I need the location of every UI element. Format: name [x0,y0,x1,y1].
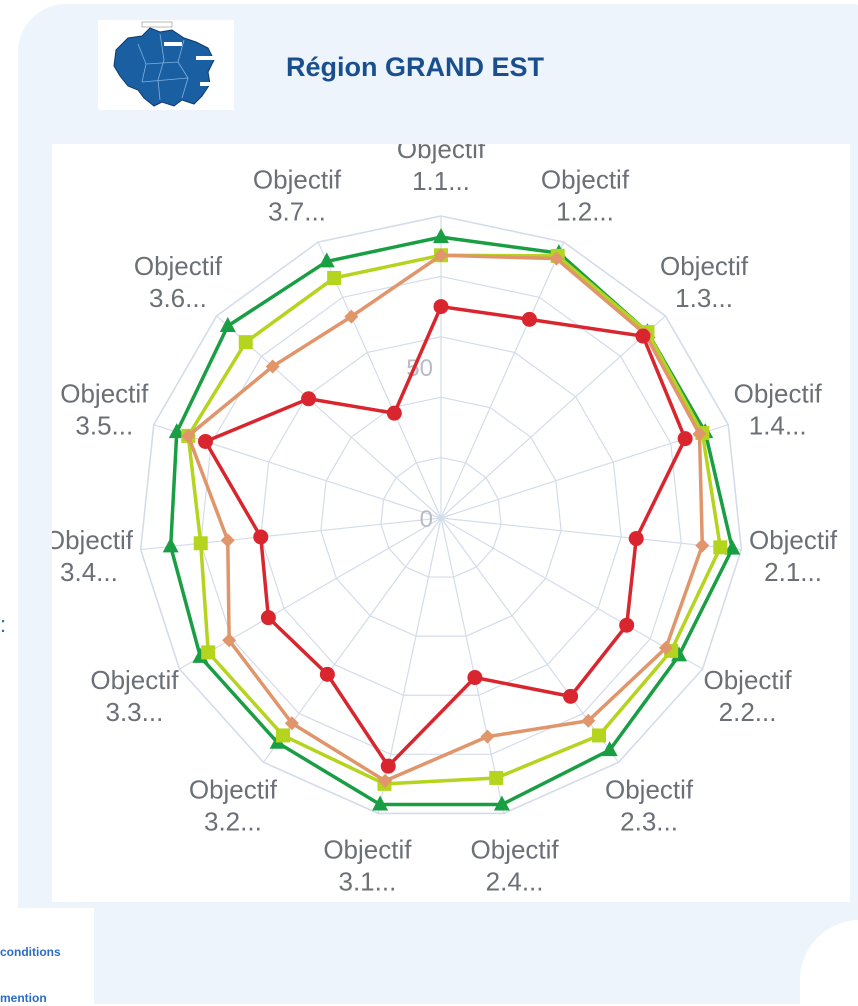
data-point [162,537,179,553]
category-label: Objectif 3.6... [134,251,223,313]
series-line [186,253,705,783]
data-point [713,540,728,555]
grid-spoke [440,517,742,551]
data-point [433,228,449,244]
data-point [222,633,237,648]
data-point [581,713,596,728]
edge-fragment: : [0,612,7,637]
data-point [168,423,185,439]
category-label: Objectif 3.4... [52,525,134,587]
data-point [197,433,213,449]
category-label: Objectif 3.7... [253,165,342,227]
data-point [344,309,359,324]
grid-spoke [440,315,666,519]
category-label: Objectif 1.2... [541,165,630,227]
grid-spoke [440,241,565,519]
data-point [549,251,564,266]
category-label: Objectif 2.1... [749,525,838,587]
grid-ring [380,456,502,578]
category-label: Objectif 2.2... [703,665,792,727]
data-point [380,758,396,774]
grid-spoke [317,241,442,519]
data-point [276,728,291,743]
data-point [219,317,236,333]
grid-ring [320,396,562,637]
data-point [563,688,579,704]
category-label: Objectif 1.4... [734,379,823,441]
grid-ring [200,275,682,755]
data-point [628,531,644,547]
data-point [301,391,317,407]
category-label: Objectif 3.5... [60,379,149,441]
data-point [489,770,504,785]
grid-ring [139,215,743,815]
category-label: Objectif 3.3... [90,665,179,727]
category-label: Objectif 3.1... [323,834,412,896]
data-point [658,640,673,655]
grid-spoke [216,315,442,519]
data-point [318,252,335,268]
mention-link[interactable]: mention [0,991,47,1005]
data-point [265,359,280,374]
grid-spoke [140,517,442,551]
category-label: Objectif 3.2... [189,774,278,836]
data-point [677,431,693,447]
data-point [591,728,606,743]
data-point [220,533,235,548]
data-point [724,539,741,555]
grid-spoke [440,517,619,763]
data-point [619,617,635,633]
category-label: Objectif 1.1... [397,144,486,196]
data-point [260,610,276,626]
data-point [695,538,710,553]
data-point [253,529,269,545]
grid-spoke [440,517,505,814]
data-point [434,248,448,263]
data-point [480,729,495,744]
grid-spoke [440,517,703,670]
data-point [467,670,483,686]
data-point [378,773,393,788]
category-label: Objectif 2.3... [605,774,694,836]
category-label: Objectif 2.4... [471,834,560,896]
data-point [493,795,510,811]
grid-spoke [179,517,442,670]
data-point [238,335,253,350]
data-point [692,427,707,442]
footer-links: conditions mention [0,908,94,1006]
radial-tick-label: 0 [420,506,433,533]
data-point [386,405,402,421]
region-map-thumbnail [98,20,234,110]
data-point [284,716,299,731]
region-map-icon [113,21,216,107]
data-point [601,741,618,757]
data-point [372,795,389,811]
series-line [203,304,687,768]
data-point [319,666,335,682]
page-title: Région GRAND EST [286,52,545,82]
data-point [181,428,196,443]
data-point [521,311,537,327]
grid-ring [260,336,622,696]
series-line [168,235,735,807]
category-label: Objectif 1.3... [660,251,749,313]
radar-chart-panel: 0 50 Objectif 1.1... Objectif 1.2... Objectif 1… [52,144,850,902]
data-point [201,645,216,660]
data-point [193,536,208,551]
data-point [327,270,342,285]
data-point [433,299,449,315]
conditions-link[interactable]: conditions [0,945,61,959]
data-point [635,328,651,344]
series-line [186,253,723,786]
